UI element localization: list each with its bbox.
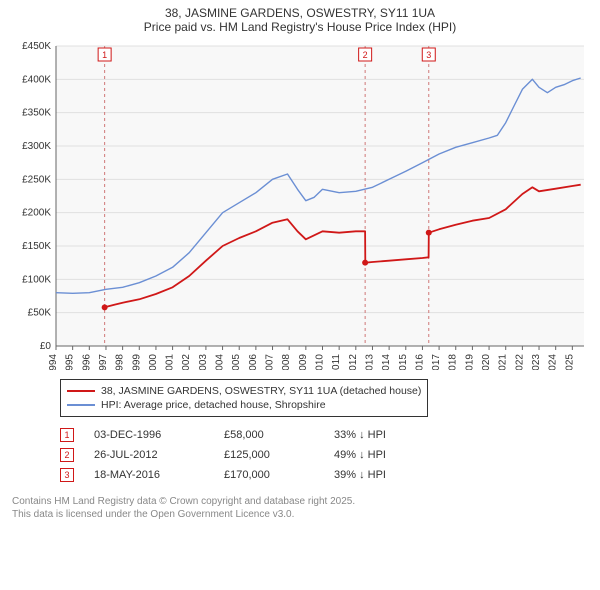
svg-text:2001: 2001 — [165, 354, 176, 370]
svg-text:2018: 2018 — [448, 354, 459, 370]
price-chart: £0 £50K £100K £150K £200K £250K £300K £350K £400… — [8, 40, 588, 370]
svg-text:2020: 2020 — [481, 354, 492, 370]
svg-text:2010: 2010 — [314, 354, 325, 370]
svg-text:1999: 1999 — [131, 354, 142, 370]
footer-line-2: This data is licensed under the Open Gov… — [12, 508, 588, 521]
svg-text:£450K: £450K — [22, 41, 51, 52]
svg-text:1995: 1995 — [65, 354, 76, 370]
svg-text:£200K: £200K — [22, 208, 51, 219]
svg-text:£150K: £150K — [22, 241, 51, 252]
svg-text:2002: 2002 — [181, 354, 192, 370]
event-marker-badge: 3 — [60, 468, 74, 482]
svg-text:£300K: £300K — [22, 141, 51, 152]
svg-text:2013: 2013 — [364, 354, 375, 370]
event-hpi-diff: 39% ↓ HPI — [334, 469, 424, 481]
svg-text:1: 1 — [102, 50, 107, 60]
event-hpi-diff: 49% ↓ HPI — [334, 449, 424, 461]
event-hpi-diff: 33% ↓ HPI — [334, 429, 424, 441]
svg-text:2021: 2021 — [498, 354, 509, 370]
event-date: 26-JUL-2012 — [94, 449, 204, 461]
svg-text:2025: 2025 — [564, 354, 575, 370]
title-line-1: 38, JASMINE GARDENS, OSWESTRY, SY11 1UA — [10, 6, 590, 20]
event-row: 2 26-JUL-2012 £125,000 49% ↓ HPI — [60, 445, 588, 465]
event-price: £125,000 — [224, 449, 314, 461]
event-row: 1 03-DEC-1996 £58,000 33% ↓ HPI — [60, 425, 588, 445]
title-line-2: Price paid vs. HM Land Registry's House … — [10, 20, 590, 34]
svg-text:2007: 2007 — [265, 354, 276, 370]
svg-text:2011: 2011 — [331, 354, 342, 370]
svg-text:2004: 2004 — [215, 354, 226, 370]
event-price: £58,000 — [224, 429, 314, 441]
footer-attribution: Contains HM Land Registry data © Crown c… — [12, 495, 588, 521]
svg-text:2009: 2009 — [298, 354, 309, 370]
svg-text:1998: 1998 — [115, 354, 126, 370]
svg-text:£400K: £400K — [22, 74, 51, 85]
event-date: 18-MAY-2016 — [94, 469, 204, 481]
svg-text:2: 2 — [363, 50, 368, 60]
chart-container: £0 £50K £100K £150K £200K £250K £300K £350K £400… — [8, 40, 588, 373]
svg-text:£250K: £250K — [22, 174, 51, 185]
svg-text:2024: 2024 — [548, 354, 559, 370]
svg-text:£100K: £100K — [22, 274, 51, 285]
legend-item: HPI: Average price, detached house, Shro… — [67, 398, 421, 412]
legend: 38, JASMINE GARDENS, OSWESTRY, SY11 1UA … — [60, 379, 428, 417]
event-row: 3 18-MAY-2016 £170,000 39% ↓ HPI — [60, 465, 588, 485]
svg-text:1997: 1997 — [98, 354, 109, 370]
svg-text:1994: 1994 — [48, 354, 59, 370]
svg-text:2012: 2012 — [348, 354, 359, 370]
legend-label: HPI: Average price, detached house, Shro… — [101, 398, 326, 412]
svg-text:2015: 2015 — [398, 354, 409, 370]
svg-text:2005: 2005 — [231, 354, 242, 370]
svg-text:3: 3 — [426, 50, 431, 60]
event-table: 1 03-DEC-1996 £58,000 33% ↓ HPI 2 26-JUL-2012… — [60, 425, 588, 485]
svg-text:2008: 2008 — [281, 354, 292, 370]
chart-title-block: 38, JASMINE GARDENS, OSWESTRY, SY11 1UA … — [0, 0, 600, 36]
svg-text:2022: 2022 — [514, 354, 525, 370]
svg-text:£350K: £350K — [22, 108, 51, 119]
svg-text:2023: 2023 — [531, 354, 542, 370]
svg-text:2014: 2014 — [381, 354, 392, 370]
svg-text:£0: £0 — [40, 341, 52, 352]
svg-text:2006: 2006 — [248, 354, 259, 370]
event-marker-badge: 2 — [60, 448, 74, 462]
event-marker-badge: 1 — [60, 428, 74, 442]
svg-text:2017: 2017 — [431, 354, 442, 370]
svg-text:2003: 2003 — [198, 354, 209, 370]
event-date: 03-DEC-1996 — [94, 429, 204, 441]
legend-swatch — [67, 390, 95, 392]
svg-text:£50K: £50K — [28, 308, 52, 319]
footer-line-1: Contains HM Land Registry data © Crown c… — [12, 495, 588, 508]
svg-text:2019: 2019 — [464, 354, 475, 370]
legend-label: 38, JASMINE GARDENS, OSWESTRY, SY11 1UA … — [101, 384, 421, 398]
event-price: £170,000 — [224, 469, 314, 481]
svg-text:2000: 2000 — [148, 354, 159, 370]
svg-text:1996: 1996 — [81, 354, 92, 370]
legend-swatch — [67, 404, 95, 406]
svg-text:2016: 2016 — [414, 354, 425, 370]
legend-item: 38, JASMINE GARDENS, OSWESTRY, SY11 1UA … — [67, 384, 421, 398]
